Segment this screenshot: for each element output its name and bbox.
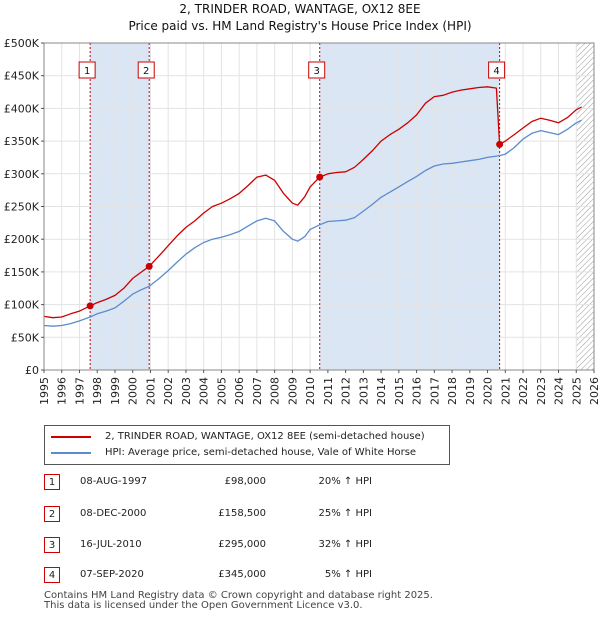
x-tick-label: 2026: [588, 377, 600, 405]
y-tick-label: £300K: [4, 168, 40, 181]
series-line-hpi: [43, 119, 582, 327]
sale-label-frame: [78, 61, 96, 79]
chart-title: 2, TRINDER ROAD, WANTAGE, OX12 8EE: [179, 2, 421, 16]
sale-point: [145, 262, 153, 270]
x-tick-label: 2020: [482, 377, 495, 405]
legend-label-hpi: HPI: Average price, semi-detached house,…: [105, 447, 417, 458]
x-tick-label: 2000: [127, 377, 140, 405]
sale-point: [496, 140, 504, 148]
x-tick-label: 1999: [109, 377, 122, 405]
transaction-price: £345,000: [218, 569, 266, 580]
y-tick-label: £450K: [4, 70, 40, 83]
x-tick-label: 2009: [286, 377, 299, 405]
series-line-property: [43, 86, 582, 319]
x-tick-label: 2025: [570, 377, 583, 405]
legend: 2, TRINDER ROAD, WANTAGE, OX12 8EE (semi…: [44, 425, 450, 465]
transaction-hpi-delta: 20% ↑ HPI: [318, 476, 372, 487]
x-tick-label: 2008: [269, 377, 282, 405]
sale-label-frame: [488, 61, 506, 79]
x-tick-label: 2011: [322, 377, 335, 405]
transaction-marker-label: 2: [44, 506, 60, 522]
x-tick-label: 2010: [304, 377, 317, 405]
y-tick-label: £200K: [4, 233, 40, 246]
sale-label-frame: [137, 61, 155, 79]
sale-label-text: 1: [84, 66, 90, 77]
y-tick-label: £100K: [4, 299, 40, 312]
transaction-price: £98,000: [224, 476, 266, 487]
x-tick-label: 2015: [393, 377, 406, 405]
y-tick-label: £500K: [4, 37, 40, 50]
x-tick-label: 2006: [233, 377, 246, 405]
x-tick-label: 2013: [357, 377, 370, 405]
y-tick-label: £50K: [11, 331, 40, 344]
table-row: 2 08-DEC-2000 £158,500 25% ↑ HPI: [44, 506, 444, 526]
x-tick-label: 2005: [215, 377, 228, 405]
x-tick-label: 2019: [464, 377, 477, 405]
sale-label-text: 3: [314, 66, 320, 77]
footer-copyright: Contains HM Land Registry data © Crown c…: [44, 590, 433, 601]
sale-point: [316, 173, 324, 181]
x-tick-label: 1996: [56, 377, 69, 405]
table-row: 4 07-SEP-2020 £345,000 5% ↑ HPI: [44, 567, 444, 587]
transaction-price: £158,500: [218, 508, 266, 519]
transaction-date: 08-DEC-2000: [80, 508, 147, 519]
x-tick-label: 2023: [535, 377, 548, 405]
sale-label-frame: [308, 61, 326, 79]
sale-label-text: 2: [143, 66, 149, 77]
x-tick-label: 1995: [38, 377, 51, 405]
x-tick-label: 2012: [340, 377, 353, 405]
x-tick-label: 1997: [73, 377, 86, 405]
y-tick-label: £350K: [4, 135, 40, 148]
footer-license: This data is licensed under the Open Gov…: [44, 600, 363, 611]
sale-label-box: 1: [78, 61, 96, 79]
y-tick-label: £400K: [4, 102, 40, 115]
sale-point: [86, 302, 94, 310]
sale-label-box: 2: [137, 61, 155, 79]
transaction-date: 08-AUG-1997: [80, 476, 148, 487]
x-tick-label: 2016: [411, 377, 424, 405]
transaction-hpi-delta: 25% ↑ HPI: [318, 508, 372, 519]
transaction-date: 16-JUL-2010: [80, 539, 142, 550]
transaction-hpi-delta: 32% ↑ HPI: [318, 539, 372, 550]
table-row: 3 16-JUL-2010 £295,000 32% ↑ HPI: [44, 537, 444, 557]
transaction-date: 07-SEP-2020: [80, 569, 144, 580]
y-tick-label: £150K: [4, 266, 40, 279]
x-tick-label: 1998: [91, 377, 104, 405]
x-tick-label: 2024: [553, 377, 566, 405]
transaction-price: £295,000: [218, 539, 266, 550]
transaction-hpi-delta: 5% ↑ HPI: [324, 569, 372, 580]
chart-subtitle: Price paid vs. HM Land Registry's House …: [128, 19, 472, 33]
footer-attribution: Contains HM Land Registry data © Crown c…: [44, 591, 433, 611]
transaction-marker-label: 3: [44, 537, 60, 553]
x-tick-label: 2017: [428, 377, 441, 405]
x-tick-label: 2014: [375, 377, 388, 405]
sale-label-box: 3: [308, 61, 326, 79]
x-tick-label: 2022: [517, 377, 530, 405]
x-tick-label: 2007: [251, 377, 264, 405]
table-row: 1 08-AUG-1997 £98,000 20% ↑ HPI: [44, 474, 444, 494]
transaction-marker-label: 1: [44, 474, 60, 490]
legend-swatch-property: [51, 436, 91, 438]
x-tick-label: 2003: [180, 377, 193, 405]
x-tick-label: 2004: [198, 377, 211, 405]
y-tick-label: £250K: [4, 201, 40, 214]
sale-label-box: 4: [488, 61, 506, 79]
x-tick-label: 2002: [162, 377, 175, 405]
legend-label-property: 2, TRINDER ROAD, WANTAGE, OX12 8EE (semi…: [105, 431, 425, 442]
x-tick-label: 2001: [144, 377, 157, 405]
legend-swatch-hpi: [51, 452, 91, 454]
transaction-marker-label: 4: [44, 567, 60, 583]
price-chart: 1 2 3 4 £0 £50K £100K £150K £200K £250K £300K £350K…: [4, 37, 600, 405]
x-tick-label: 2018: [446, 377, 459, 405]
sale-label-text: 4: [493, 66, 499, 77]
x-tick-label: 2021: [499, 377, 512, 405]
y-tick-label: £0: [25, 364, 39, 377]
